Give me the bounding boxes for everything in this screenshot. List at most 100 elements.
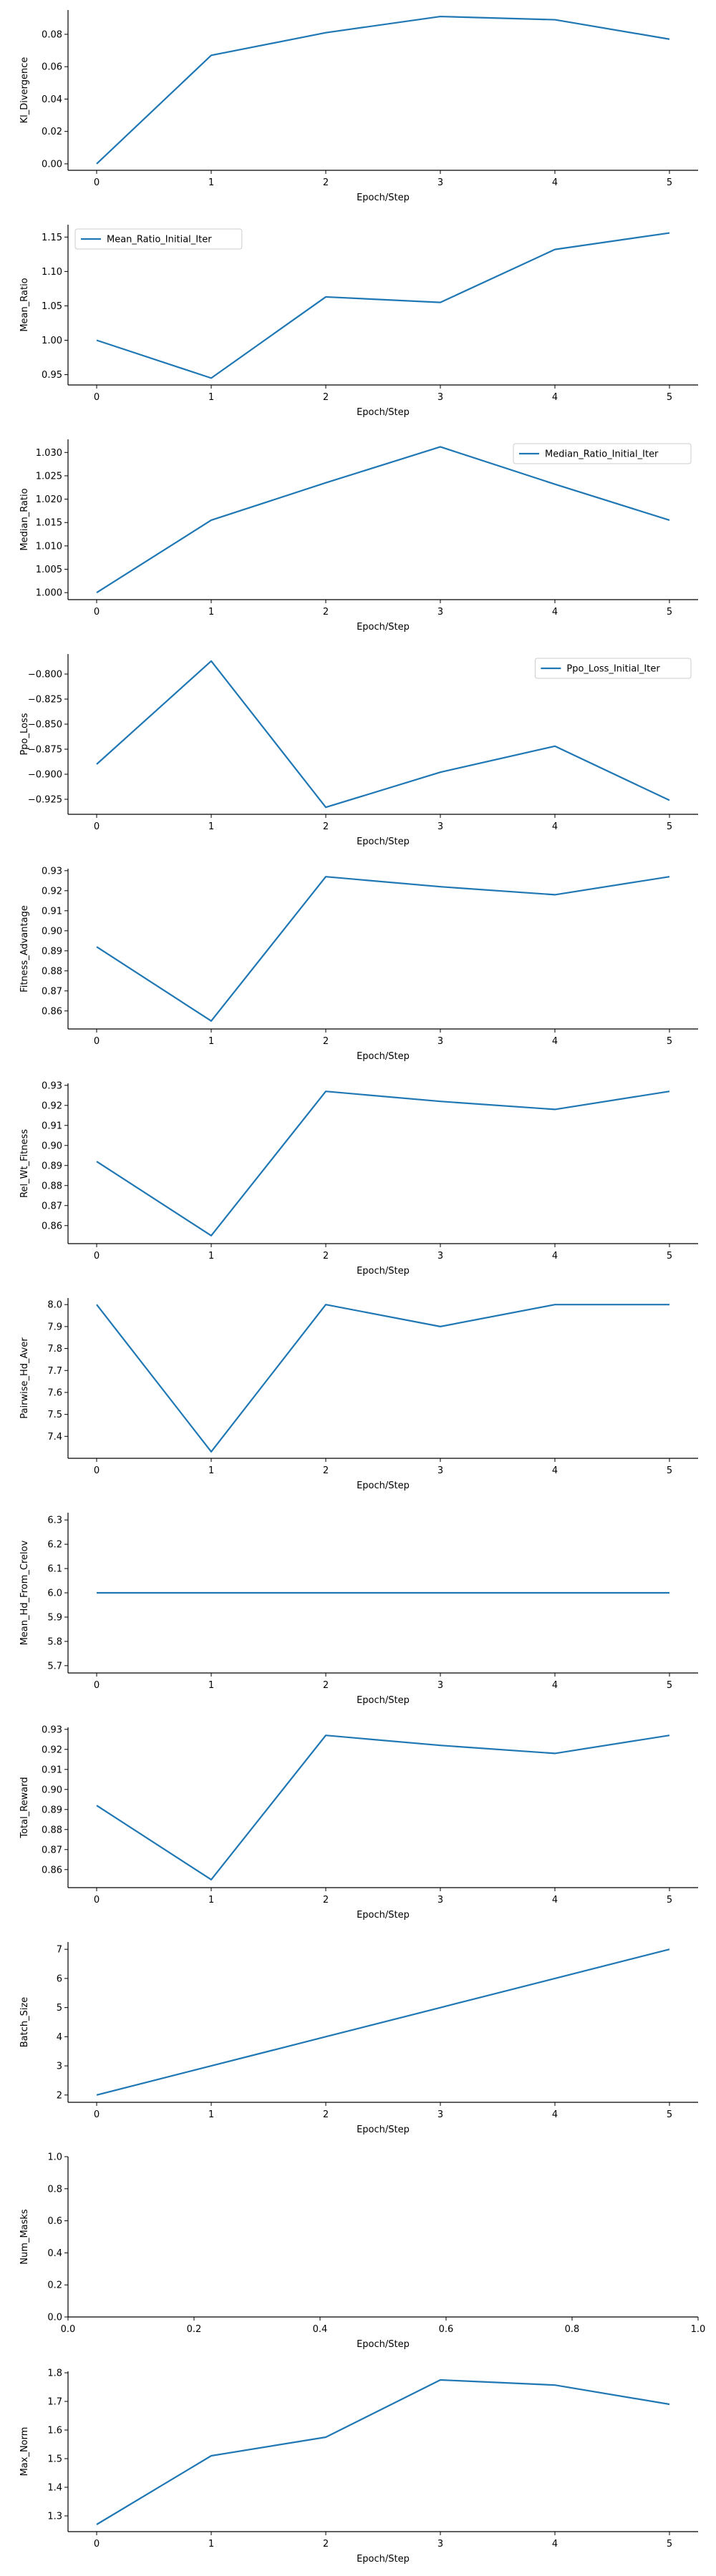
x-tick-label: 2 bbox=[323, 392, 329, 403]
y-tick-label: 1.10 bbox=[42, 267, 62, 278]
x-tick-label: 0 bbox=[94, 821, 100, 832]
x-tick-label: 2 bbox=[323, 177, 329, 188]
y-tick-label: 0.88 bbox=[42, 1825, 62, 1835]
x-tick-label: 2 bbox=[323, 1036, 329, 1047]
chart-panel-5: 0 1 2 3 4 5 0.86 0.87 0.88 0.89 0.90 0.91 0.92 0.93 Ep… bbox=[19, 1080, 698, 1277]
y-tick-label: 0.87 bbox=[42, 986, 62, 997]
y-tick-label: 0.89 bbox=[42, 1161, 62, 1171]
chart-panel-10: 0.0 0.2 0.4 0.6 0.8 1.0 0.0 0.2 0.4 0.6 0.8 1.0 Epoc… bbox=[19, 2152, 705, 2351]
y-tick-label: 0.92 bbox=[42, 1101, 62, 1111]
x-tick-label: 3 bbox=[437, 1036, 443, 1047]
x-tick-label: 1 bbox=[208, 1036, 214, 1047]
x-axis-label: Epoch/Step bbox=[357, 407, 410, 418]
y-tick-label: 6 bbox=[57, 1974, 62, 1984]
x-tick-label: 1 bbox=[208, 1680, 214, 1691]
y-tick-label: 0.91 bbox=[42, 906, 62, 917]
y-tick-label: 3 bbox=[57, 2062, 62, 2072]
y-tick-label: 1.15 bbox=[42, 233, 62, 243]
x-tick-label: 4 bbox=[552, 392, 558, 403]
chart-panel-0: 0 1 2 3 4 5 0.00 0.02 0.04 0.06 0.08 Epoch/Step Kl_D… bbox=[19, 10, 698, 203]
x-axis-label: Epoch/Step bbox=[357, 2554, 410, 2565]
x-tick-label: 0.2 bbox=[187, 2324, 202, 2335]
x-tick-label: 0.6 bbox=[439, 2324, 454, 2335]
x-tick-label: 0 bbox=[94, 1465, 100, 1476]
x-tick-label: 4 bbox=[552, 2539, 558, 2550]
y-tick-label: 0.93 bbox=[42, 866, 62, 877]
y-tick-label: 1.000 bbox=[36, 588, 62, 599]
y-tick-label: 1.025 bbox=[36, 471, 62, 482]
y-tick-label: 0.90 bbox=[42, 926, 62, 937]
x-tick-label: 3 bbox=[437, 1895, 443, 1906]
x-tick-label: 1 bbox=[208, 607, 214, 618]
legend-frame bbox=[513, 443, 692, 464]
chart-panel-11: 0 1 2 3 4 5 1.3 1.4 1.5 1.6 1.7 1.8 Epoch/Step Max_No… bbox=[19, 2368, 698, 2565]
y-tick-label: 0.8 bbox=[47, 2184, 62, 2195]
chart-panel-3: 0 1 2 3 4 5 −0.925 −0.900 −0.875 −0.850 −0.825 −0.8… bbox=[19, 654, 698, 847]
y-tick-label: 1.6 bbox=[47, 2426, 62, 2436]
series-line bbox=[96, 876, 670, 1022]
chart-panel-8: 0 1 2 3 4 5 0.86 0.87 0.88 0.89 0.90 0.91 0.92 0.93 Ep… bbox=[19, 1724, 698, 1921]
y-axis-label: Ppo_Loss bbox=[19, 713, 30, 755]
y-tick-label: 0.0 bbox=[47, 2313, 62, 2323]
y-tick-label: 6.2 bbox=[47, 1540, 62, 1551]
y-tick-label: −0.825 bbox=[28, 695, 62, 706]
x-tick-label: 5 bbox=[667, 392, 672, 403]
y-tick-label: 0.86 bbox=[42, 1006, 62, 1017]
x-tick-label: 4 bbox=[552, 1036, 558, 1047]
x-tick-label: 4 bbox=[552, 177, 558, 188]
x-tick-label: 0 bbox=[94, 2539, 100, 2550]
x-tick-label: 0 bbox=[94, 392, 100, 403]
y-tick-label: 0.95 bbox=[42, 370, 62, 381]
x-axis-label: Epoch/Step bbox=[357, 1266, 410, 1277]
y-tick-label: 5 bbox=[57, 2003, 62, 2014]
y-axis-label: Total_Reward bbox=[19, 1777, 30, 1838]
x-tick-label: 2 bbox=[323, 607, 329, 618]
x-tick-label: 0 bbox=[94, 2109, 100, 2120]
x-tick-label: 2 bbox=[323, 1895, 329, 1906]
chart-panel-9: 0 1 2 3 4 5 2 3 4 5 6 7 Epoch/Step Batch_Size bbox=[19, 1942, 698, 2135]
y-tick-label: 1.4 bbox=[47, 2483, 62, 2494]
x-tick-label: 2 bbox=[323, 1465, 329, 1476]
legend: Mean_Ratio_Initial_Iter bbox=[74, 228, 243, 250]
legend-frame bbox=[74, 228, 243, 250]
chart-panel-4: 0 1 2 3 4 5 0.86 0.87 0.88 0.89 0.90 0.91 0.92 0.93 Ep… bbox=[19, 866, 698, 1062]
x-tick-label: 3 bbox=[437, 607, 443, 618]
y-tick-label: 1.010 bbox=[36, 541, 62, 552]
x-tick-label: 0 bbox=[94, 1036, 100, 1047]
x-tick-label: 4 bbox=[552, 1251, 558, 1262]
y-tick-label: 0.4 bbox=[47, 2248, 62, 2259]
y-tick-label: 0.88 bbox=[42, 966, 62, 977]
x-tick-label: 3 bbox=[437, 392, 443, 403]
chart-panel-2: 0 1 2 3 4 5 1.000 1.005 1.010 1.015 1.020 1.025 1.03… bbox=[19, 439, 698, 633]
x-tick-label: 1 bbox=[208, 1251, 214, 1262]
series-line bbox=[96, 1948, 670, 2096]
x-tick-label: 3 bbox=[437, 177, 443, 188]
y-tick-label: 0.06 bbox=[42, 62, 62, 73]
y-tick-label: 0.90 bbox=[42, 1785, 62, 1795]
y-tick-label: 5.7 bbox=[47, 1661, 62, 1672]
y-tick-label: 0.90 bbox=[42, 1141, 62, 1151]
y-tick-label: 0.08 bbox=[42, 29, 62, 40]
x-tick-label: 3 bbox=[437, 1465, 443, 1476]
x-tick-label: 5 bbox=[667, 2539, 672, 2550]
x-tick-label: 5 bbox=[667, 1680, 672, 1691]
x-tick-label: 1 bbox=[208, 2109, 214, 2120]
y-tick-label: −0.875 bbox=[28, 745, 62, 756]
x-tick-label: 5 bbox=[667, 1036, 672, 1047]
y-tick-label: 0.92 bbox=[42, 1745, 62, 1755]
x-tick-label: 3 bbox=[437, 2109, 443, 2120]
y-tick-label: 0.88 bbox=[42, 1181, 62, 1191]
y-tick-label: 0.93 bbox=[42, 1080, 62, 1091]
y-axis-label: Max_Norm bbox=[19, 2427, 30, 2477]
y-tick-label: 0.87 bbox=[42, 1201, 62, 1211]
y-tick-label: 0.87 bbox=[42, 1845, 62, 1855]
y-tick-label: 7.5 bbox=[47, 1410, 62, 1420]
x-tick-label: 5 bbox=[667, 1251, 672, 1262]
y-tick-label: 0.6 bbox=[47, 2216, 62, 2227]
x-axis-label: Epoch/Step bbox=[357, 2339, 410, 2350]
y-axis-label: Num_Masks bbox=[19, 2209, 30, 2265]
x-tick-label: 5 bbox=[667, 2109, 672, 2120]
x-tick-label: 0.0 bbox=[61, 2324, 76, 2335]
x-tick-label: 5 bbox=[667, 1895, 672, 1906]
